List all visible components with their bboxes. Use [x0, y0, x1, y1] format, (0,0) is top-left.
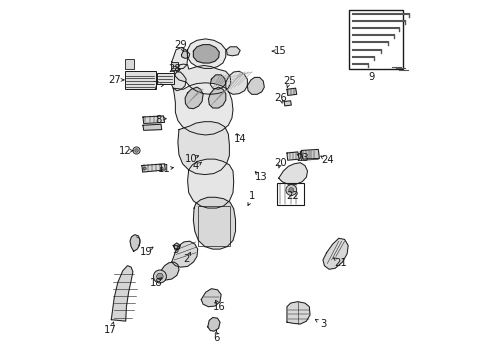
- Polygon shape: [142, 116, 164, 123]
- Polygon shape: [278, 163, 307, 184]
- Text: 13: 13: [254, 172, 266, 182]
- Text: 5: 5: [172, 245, 178, 255]
- Text: 10: 10: [184, 154, 197, 164]
- Polygon shape: [111, 266, 133, 321]
- Text: 6: 6: [213, 333, 219, 343]
- Text: 2: 2: [183, 254, 190, 264]
- Polygon shape: [187, 159, 233, 208]
- Circle shape: [153, 270, 166, 283]
- Polygon shape: [171, 48, 187, 69]
- Polygon shape: [171, 241, 197, 267]
- Polygon shape: [193, 197, 235, 249]
- Circle shape: [160, 167, 163, 170]
- Polygon shape: [226, 47, 240, 56]
- Text: 21: 21: [334, 258, 346, 268]
- Text: 16: 16: [212, 302, 225, 312]
- Polygon shape: [247, 77, 264, 94]
- Bar: [348, 10, 402, 69]
- Text: 11: 11: [158, 164, 171, 174]
- Polygon shape: [286, 88, 296, 95]
- Polygon shape: [210, 75, 225, 89]
- Circle shape: [288, 188, 293, 193]
- Text: 12: 12: [119, 146, 132, 156]
- Text: 1: 1: [248, 191, 254, 201]
- Bar: [197, 206, 230, 246]
- Polygon shape: [142, 164, 165, 172]
- Polygon shape: [130, 235, 140, 251]
- Text: 19: 19: [140, 247, 153, 257]
- Text: 17: 17: [103, 325, 116, 336]
- Polygon shape: [178, 122, 229, 175]
- Bar: [125, 59, 134, 69]
- Polygon shape: [225, 71, 247, 94]
- Polygon shape: [173, 83, 232, 135]
- Bar: [157, 73, 173, 84]
- Polygon shape: [174, 64, 230, 94]
- Polygon shape: [171, 72, 186, 91]
- Polygon shape: [301, 149, 319, 159]
- Bar: [125, 71, 155, 89]
- Polygon shape: [322, 238, 347, 269]
- Circle shape: [285, 185, 296, 195]
- Text: 29: 29: [174, 40, 186, 50]
- Polygon shape: [161, 262, 179, 280]
- Text: 4: 4: [192, 161, 199, 171]
- Polygon shape: [187, 39, 225, 68]
- Polygon shape: [286, 152, 299, 160]
- Text: 20: 20: [274, 158, 286, 168]
- Text: 18: 18: [150, 278, 163, 288]
- Polygon shape: [286, 302, 309, 324]
- Polygon shape: [181, 51, 189, 58]
- Polygon shape: [173, 243, 180, 250]
- Polygon shape: [284, 101, 291, 106]
- Circle shape: [133, 147, 140, 154]
- Text: 3: 3: [320, 319, 326, 329]
- Circle shape: [156, 273, 163, 280]
- Polygon shape: [207, 318, 220, 331]
- Polygon shape: [193, 45, 219, 63]
- Polygon shape: [185, 87, 203, 109]
- Bar: [170, 62, 178, 70]
- Text: 23: 23: [295, 153, 308, 163]
- Text: 14: 14: [233, 134, 246, 144]
- Text: 25: 25: [283, 76, 295, 86]
- Bar: [276, 183, 303, 205]
- Circle shape: [134, 149, 138, 152]
- Text: 27: 27: [108, 75, 121, 85]
- Polygon shape: [208, 87, 225, 108]
- Text: 26: 26: [274, 93, 286, 103]
- Text: 9: 9: [367, 72, 374, 82]
- Text: 28: 28: [168, 64, 180, 74]
- Text: 15: 15: [274, 46, 286, 56]
- Polygon shape: [300, 150, 318, 160]
- Text: 22: 22: [286, 191, 299, 201]
- Text: 8: 8: [155, 114, 161, 125]
- Text: 24: 24: [320, 155, 333, 165]
- Circle shape: [143, 167, 146, 170]
- Polygon shape: [201, 289, 221, 307]
- Polygon shape: [142, 124, 162, 130]
- Text: 7: 7: [152, 81, 159, 91]
